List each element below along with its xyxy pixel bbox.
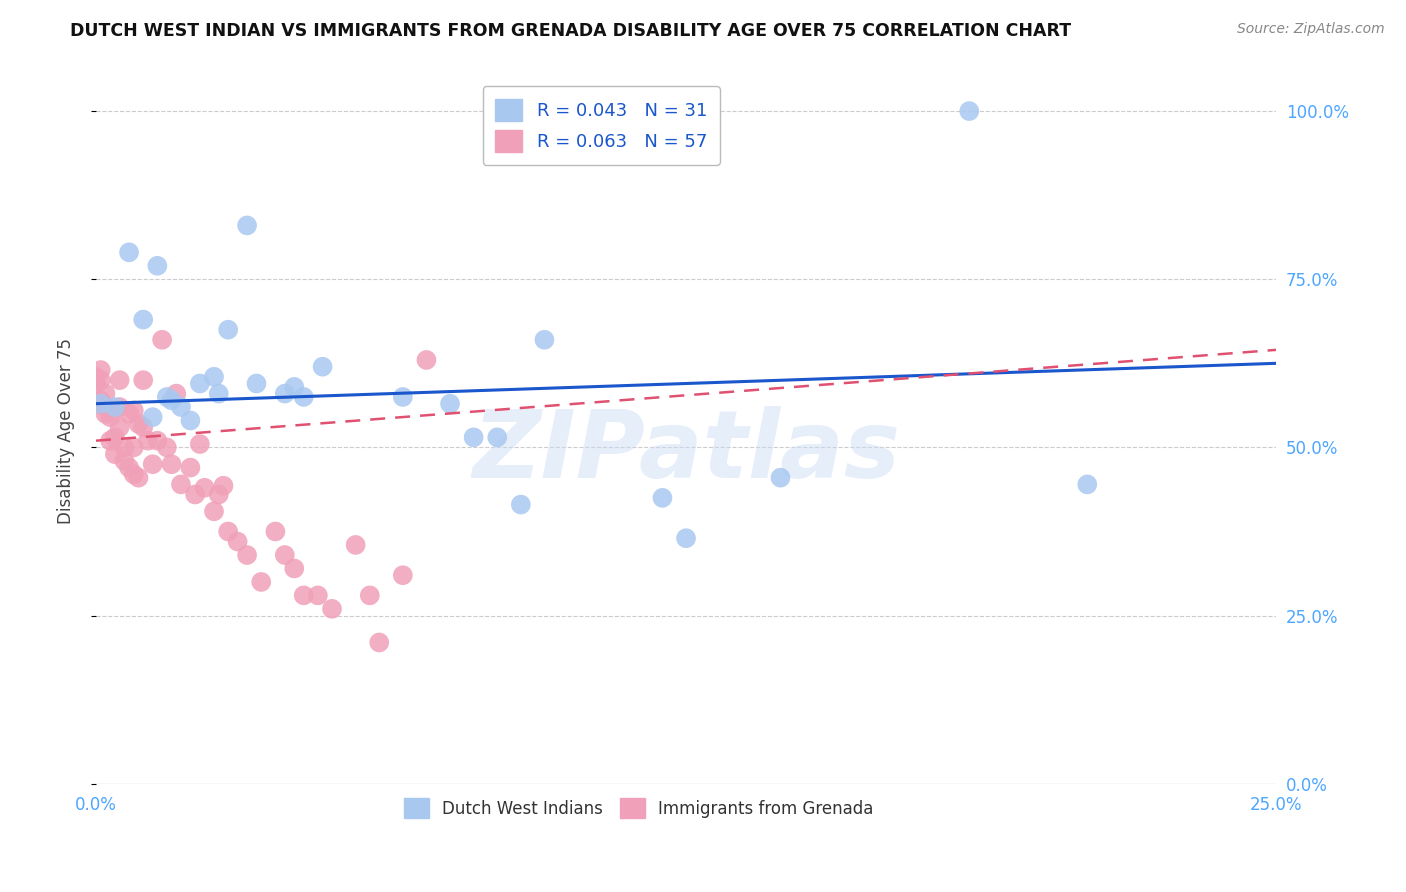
Point xyxy=(368,635,391,649)
Point xyxy=(142,457,165,471)
Point xyxy=(98,410,121,425)
Point xyxy=(236,219,259,233)
Point xyxy=(112,441,135,455)
Point xyxy=(90,393,112,408)
Point xyxy=(90,397,112,411)
Point xyxy=(104,400,127,414)
Point xyxy=(250,574,273,589)
Point xyxy=(486,430,509,444)
Point xyxy=(509,498,531,512)
Point xyxy=(208,386,231,401)
Point xyxy=(439,397,461,411)
Point xyxy=(122,403,145,417)
Point xyxy=(463,430,485,444)
Point xyxy=(156,441,179,455)
Point xyxy=(415,353,437,368)
Point xyxy=(359,588,381,602)
Point xyxy=(132,312,155,326)
Point xyxy=(90,373,112,387)
Point xyxy=(90,363,112,377)
Point xyxy=(108,420,131,434)
Point xyxy=(146,434,169,448)
Point xyxy=(217,524,239,539)
Point xyxy=(392,568,415,582)
Text: Source: ZipAtlas.com: Source: ZipAtlas.com xyxy=(1237,22,1385,37)
Point xyxy=(170,477,193,491)
Text: ZIPatlas: ZIPatlas xyxy=(472,406,900,498)
Point xyxy=(150,333,173,347)
Point xyxy=(226,534,249,549)
Point xyxy=(179,460,201,475)
Point xyxy=(118,407,141,421)
Point xyxy=(344,538,367,552)
Point xyxy=(769,471,792,485)
Point xyxy=(212,479,235,493)
Point xyxy=(94,386,117,401)
Point xyxy=(311,359,333,374)
Point xyxy=(170,400,193,414)
Point xyxy=(675,531,697,545)
Point xyxy=(136,434,159,448)
Point xyxy=(108,373,131,387)
Point xyxy=(122,441,145,455)
Point xyxy=(156,390,179,404)
Point xyxy=(132,373,155,387)
Point xyxy=(165,386,187,401)
Point xyxy=(160,393,183,408)
Point xyxy=(321,602,343,616)
Point xyxy=(274,548,297,562)
Point xyxy=(533,333,555,347)
Point xyxy=(1076,477,1098,491)
Point xyxy=(160,457,183,471)
Point xyxy=(84,369,107,384)
Point xyxy=(142,410,165,425)
Point xyxy=(202,504,225,518)
Legend: Dutch West Indians, Immigrants from Grenada: Dutch West Indians, Immigrants from Gren… xyxy=(398,791,880,825)
Point xyxy=(188,437,211,451)
Point xyxy=(94,400,117,414)
Point xyxy=(217,323,239,337)
Point xyxy=(651,491,673,505)
Point xyxy=(184,487,207,501)
Point xyxy=(274,386,297,401)
Point xyxy=(104,430,127,444)
Point xyxy=(179,413,201,427)
Point xyxy=(122,467,145,482)
Point xyxy=(202,369,225,384)
Y-axis label: Disability Age Over 75: Disability Age Over 75 xyxy=(58,337,75,524)
Point xyxy=(98,434,121,448)
Point xyxy=(188,376,211,391)
Point xyxy=(208,487,231,501)
Point xyxy=(118,245,141,260)
Point xyxy=(146,259,169,273)
Point xyxy=(108,400,131,414)
Point xyxy=(128,417,150,431)
Point xyxy=(283,561,305,575)
Point xyxy=(245,376,267,391)
Point xyxy=(98,403,121,417)
Point xyxy=(292,390,315,404)
Point xyxy=(94,407,117,421)
Point xyxy=(194,481,217,495)
Point xyxy=(264,524,287,539)
Text: DUTCH WEST INDIAN VS IMMIGRANTS FROM GRENADA DISABILITY AGE OVER 75 CORRELATION : DUTCH WEST INDIAN VS IMMIGRANTS FROM GRE… xyxy=(70,22,1071,40)
Point xyxy=(132,420,155,434)
Point xyxy=(292,588,315,602)
Point xyxy=(957,104,980,119)
Point xyxy=(104,447,127,461)
Point xyxy=(392,390,415,404)
Point xyxy=(128,471,150,485)
Point xyxy=(84,376,107,391)
Point xyxy=(283,380,305,394)
Point xyxy=(118,460,141,475)
Point xyxy=(236,548,259,562)
Point xyxy=(112,454,135,468)
Point xyxy=(307,588,329,602)
